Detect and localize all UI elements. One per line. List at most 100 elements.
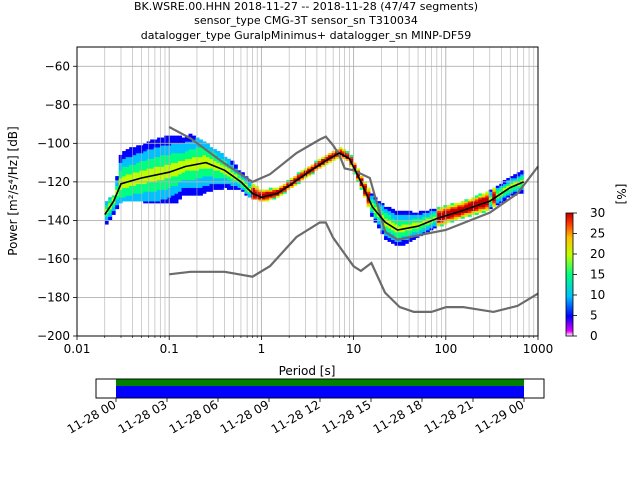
heatmap-cell	[136, 154, 141, 158]
heatmap-cell	[481, 208, 486, 212]
heatmap-cell	[349, 156, 354, 160]
heatmap-cell	[164, 143, 168, 146]
heatmap-cell	[408, 224, 413, 227]
heatmap-cell	[153, 176, 158, 179]
heatmap-cell	[446, 204, 451, 208]
heatmap-cell	[143, 147, 148, 150]
heatmap-cell	[415, 220, 420, 223]
heatmap-cell	[401, 226, 406, 229]
heatmap-cell	[457, 206, 462, 210]
heatmap-cell	[125, 162, 130, 165]
heatmap-cell	[457, 212, 462, 215]
heatmap-cell	[157, 178, 162, 181]
heatmap-cell	[122, 162, 127, 165]
heatmap-cell	[185, 160, 189, 163]
heatmap-cell	[150, 187, 155, 190]
heatmap-cell	[289, 185, 294, 188]
heatmap-cell	[192, 149, 196, 152]
heatmap-cell	[181, 174, 186, 177]
heatmap-cell	[185, 145, 189, 148]
heatmap-cell	[125, 174, 130, 177]
heatmap-cell	[132, 152, 137, 156]
heatmap-cell	[209, 162, 214, 165]
heatmap-cell	[370, 199, 374, 202]
heatmap-cell	[415, 216, 420, 219]
heatmap-cell	[153, 201, 158, 204]
heatmap-cell	[401, 220, 406, 223]
heatmap-cell	[185, 158, 189, 161]
heatmap-cell	[171, 195, 175, 198]
heatmap-cell	[513, 174, 518, 177]
heatmap-cell	[188, 135, 193, 138]
heatmap-cell	[321, 156, 326, 160]
heatmap-cell	[171, 197, 175, 200]
heatmap-cell	[125, 191, 130, 194]
heatmap-cell	[422, 224, 427, 227]
heatmap-cell	[254, 197, 259, 200]
heatmap-cell	[509, 193, 514, 196]
heatmap-cell	[432, 224, 437, 227]
heatmap-cell	[520, 178, 525, 181]
heatmap-cell	[398, 233, 402, 237]
heatmap-cell	[206, 164, 210, 167]
heatmap-cell	[199, 149, 203, 152]
heatmap-cell	[219, 154, 224, 158]
heatmap-cell	[185, 168, 189, 171]
heatmap-cell	[195, 172, 200, 175]
heatmap-cell	[174, 174, 179, 177]
heatmap-cell	[279, 185, 284, 188]
heatmap-cell	[254, 195, 259, 198]
heatmap-cell	[488, 189, 493, 192]
heatmap-cell	[199, 179, 203, 183]
heatmap-cell	[460, 204, 465, 208]
heatmap-cell	[150, 158, 155, 161]
heatmap-cell	[226, 183, 231, 187]
heatmap-cell	[467, 201, 472, 204]
y-axis-label: Power [m²/s⁴/Hz] [dB]	[6, 126, 20, 255]
heatmap-cell	[132, 162, 137, 165]
heatmap-cell	[164, 183, 168, 187]
heatmap-cell	[171, 137, 175, 140]
heatmap-cell	[212, 156, 217, 160]
heatmap-cell	[366, 191, 371, 194]
mode-curve	[104, 152, 525, 231]
heatmap-cell	[415, 222, 420, 225]
heatmap-cell	[192, 166, 196, 169]
heatmap-cell	[488, 201, 493, 204]
heatmap-cell	[115, 199, 120, 202]
heatmap-cell	[150, 199, 155, 202]
heatmap-cell	[108, 208, 113, 212]
heatmap-cell	[244, 183, 249, 187]
heatmap-cell	[373, 212, 378, 215]
heatmap-cell	[387, 235, 392, 239]
heatmap-cell	[206, 166, 210, 169]
heatmap-cell	[150, 176, 155, 179]
heatmap-cell	[387, 222, 392, 225]
heatmap-cell	[394, 216, 399, 219]
heatmap-cell	[432, 212, 437, 215]
heatmap-cell	[289, 179, 294, 183]
psd-plot-area: 0.01 0.1 1 10 100 1000 −60 −80 −100 −120 −140 −160…	[6, 46, 553, 378]
heatmap-cell	[118, 187, 123, 190]
heatmap-cell	[157, 166, 162, 169]
heatmap-cell	[171, 154, 175, 158]
heatmap-cell	[202, 170, 207, 173]
heatmap-cell	[143, 164, 148, 167]
heatmap-cell	[418, 226, 423, 229]
heatmap-cell	[394, 222, 399, 225]
heatmap-cell	[240, 178, 245, 181]
heatmap-cell	[467, 214, 472, 217]
heatmap-cell	[192, 158, 196, 161]
heatmap-cell	[195, 137, 200, 140]
heatmap-cell	[219, 158, 224, 161]
heatmap-cell	[171, 139, 175, 142]
heatmap-cell	[129, 187, 134, 190]
heatmap-cell	[502, 195, 507, 198]
heatmap-cell	[495, 185, 500, 188]
heatmap-cell	[418, 212, 423, 215]
heatmap-cell	[188, 154, 193, 158]
heatmap-cell	[405, 231, 409, 235]
heatmap-cell	[387, 206, 392, 210]
y-tick-label: −60	[45, 59, 70, 73]
